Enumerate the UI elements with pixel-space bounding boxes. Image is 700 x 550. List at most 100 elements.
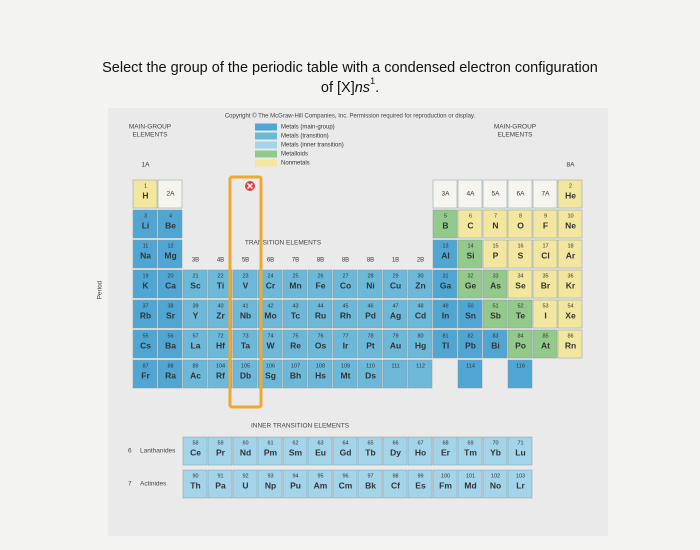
atomic-number: 55 [142, 333, 148, 339]
section-label: TRANSITION ELEMENTS [245, 240, 322, 247]
element-symbol: Ds [365, 370, 376, 380]
group-label: 6A [517, 191, 526, 198]
atomic-number: 56 [167, 333, 173, 339]
element-cell [282, 436, 308, 466]
atomic-number: 43 [292, 303, 298, 309]
element-symbol: K [142, 280, 149, 290]
atomic-number: 30 [417, 273, 423, 279]
element-symbol: Sn [465, 310, 476, 320]
element-cell [457, 359, 483, 389]
element-symbol: Xe [565, 310, 576, 320]
element-cell [507, 359, 533, 389]
element-cell [307, 269, 333, 299]
element-symbol: Ne [565, 220, 576, 230]
element-symbol: H [142, 190, 148, 200]
atomic-number: 75 [292, 333, 298, 339]
legend-swatch [255, 141, 277, 149]
element-cell [482, 269, 508, 299]
element-symbol: Ho [415, 447, 426, 457]
element-cell [557, 209, 583, 239]
series-label: Lanthanides [140, 448, 176, 455]
element-symbol: Zr [216, 310, 225, 320]
atomic-number: 58 [192, 440, 198, 446]
element-cell [507, 239, 533, 269]
atomic-number: 14 [467, 243, 473, 249]
atomic-number: 51 [492, 303, 498, 309]
atomic-number: 8 [519, 213, 522, 219]
element-cell [282, 469, 308, 499]
element-cell [307, 329, 333, 359]
group-label: 8B [317, 258, 324, 264]
element-symbol: Cs [140, 340, 151, 350]
atomic-number: 36 [567, 273, 573, 279]
element-cell [557, 329, 583, 359]
element-symbol: Se [515, 280, 526, 290]
group-label: 3B [192, 258, 199, 264]
atomic-number: 7 [494, 213, 497, 219]
element-cell [507, 329, 533, 359]
element-cell [157, 329, 183, 359]
atomic-number: 74 [267, 333, 273, 339]
element-cell [382, 269, 408, 299]
element-symbol: As [490, 280, 501, 290]
atomic-number: 82 [467, 333, 473, 339]
element-cell [482, 469, 508, 499]
element-symbol: S [518, 250, 524, 260]
element-symbol: He [565, 190, 576, 200]
atomic-number: 102 [491, 473, 500, 479]
atomic-number: 29 [392, 273, 398, 279]
atomic-number: 9 [544, 213, 547, 219]
element-symbol: Cf [391, 480, 400, 490]
element-cell [257, 436, 283, 466]
atomic-number: 40 [217, 303, 223, 309]
atomic-number: 32 [467, 273, 473, 279]
atomic-number: 47 [392, 303, 398, 309]
element-symbol: Cd [415, 310, 426, 320]
element-symbol: Cl [541, 250, 550, 260]
atomic-number: 39 [192, 303, 198, 309]
group-label: 8B [367, 258, 374, 264]
element-cell [357, 269, 383, 299]
element-cell [207, 469, 233, 499]
element-cell [182, 269, 208, 299]
element-cell [207, 299, 233, 329]
element-cell [557, 299, 583, 329]
atomic-number: 3 [144, 213, 147, 219]
atomic-number: 104 [216, 363, 225, 369]
element-cell [557, 179, 583, 209]
element-symbol: C [467, 220, 473, 230]
selection-highlight [228, 175, 263, 409]
atomic-number: 34 [517, 273, 523, 279]
group-label: 3A [442, 191, 451, 198]
element-symbol: Ca [165, 280, 176, 290]
element-symbol: Am [314, 480, 328, 490]
atomic-number: 6 [469, 213, 472, 219]
element-symbol: Db [240, 370, 251, 380]
element-cell [432, 299, 458, 329]
atomic-number: 37 [142, 303, 148, 309]
atomic-number: 27 [342, 273, 348, 279]
atomic-number: 54 [567, 303, 573, 309]
atomic-number: 98 [392, 473, 398, 479]
series-label: Actinides [140, 481, 167, 488]
element-cell [457, 269, 483, 299]
element-symbol: Rn [565, 340, 576, 350]
element-symbol: Md [464, 480, 476, 490]
element-symbol: Nb [240, 310, 251, 320]
atomic-number: 23 [242, 273, 248, 279]
element-symbol: O [517, 220, 524, 230]
element-cell [407, 359, 433, 389]
element-symbol: In [442, 310, 450, 320]
element-symbol: Mt [341, 370, 351, 380]
element-symbol: Po [515, 340, 526, 350]
element-symbol: W [266, 340, 275, 350]
element-cell [382, 329, 408, 359]
atomic-number: 97 [367, 473, 373, 479]
element-symbol: Ga [440, 280, 452, 290]
element-cell [357, 469, 383, 499]
element-cell [407, 436, 433, 466]
element-symbol: Tc [291, 310, 301, 320]
element-symbol: Ru [315, 310, 326, 320]
legend-label: Metals (transition) [281, 134, 329, 140]
atomic-number: 83 [492, 333, 498, 339]
